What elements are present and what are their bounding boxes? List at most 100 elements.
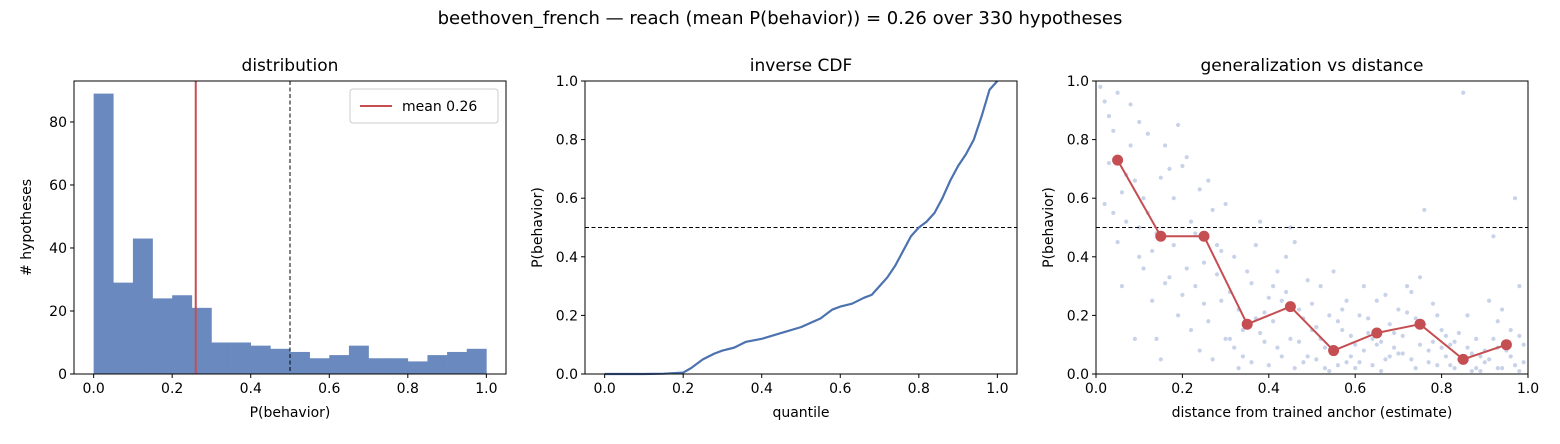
generalization-point	[1124, 219, 1129, 224]
distribution-xtick-label: 0.8	[397, 381, 419, 397]
generalization-point	[1521, 360, 1526, 365]
generalization-point	[1098, 84, 1103, 89]
generalization-point	[1512, 196, 1518, 201]
generalization-point	[1305, 278, 1310, 283]
generalization-point	[1188, 327, 1194, 333]
generalization-ytick-label: 0.4	[1067, 250, 1089, 266]
panel-generalization-vs-distance: 0.0 0.2 0.4 0.6 0.8 1.0 0.0 0.2 0.4 0.6 0.8 1.0 gene…	[1041, 56, 1539, 421]
generalization-point	[1435, 363, 1440, 368]
generalization-point	[1487, 357, 1492, 362]
distribution-title: distribution	[242, 56, 339, 76]
generalization-point	[1357, 360, 1362, 365]
generalization-title: generalization vs distance	[1200, 56, 1423, 76]
distribution-bar	[191, 307, 212, 374]
generalization-point	[1219, 298, 1224, 303]
generalization-point	[1102, 201, 1107, 207]
generalization-point	[1206, 319, 1211, 324]
generalization-point	[1374, 342, 1379, 347]
generalization-point	[1400, 333, 1405, 339]
distribution-axes-frame	[73, 80, 507, 375]
generalization-point	[1214, 242, 1220, 248]
generalization-point	[1283, 289, 1289, 295]
generalization-point	[1335, 363, 1341, 368]
distribution-xtick-label: 0.0	[83, 381, 105, 397]
generalization-point	[1417, 342, 1423, 347]
generalization-point	[1175, 122, 1181, 128]
generalization-point	[1340, 327, 1345, 333]
distribution-bar	[388, 358, 409, 374]
generalization-point	[1271, 284, 1276, 289]
generalization-point	[1275, 345, 1280, 350]
generalization-point	[1374, 298, 1379, 303]
generalization-point	[1396, 351, 1401, 356]
panel-inverse-cdf: 0.0 0.2 0.4 0.6 0.8 1.0 0.0 0.2 0.4 0.6 0.8 1.0 inve…	[530, 56, 1018, 421]
generalization-point	[1487, 298, 1492, 303]
generalization-point	[1348, 333, 1353, 339]
generalization-point	[1508, 354, 1513, 359]
generalization-point	[1132, 178, 1137, 183]
distribution-legend-box	[349, 88, 499, 124]
generalization-point	[1517, 333, 1522, 339]
generalization-point	[1391, 345, 1397, 350]
generalization-point	[1150, 298, 1155, 303]
generalization-xtick-label: 0.4	[1258, 381, 1280, 397]
generalization-binned-marker	[1112, 154, 1124, 166]
distribution-bar	[270, 348, 291, 374]
generalization-point	[1106, 114, 1112, 119]
generalization-point	[1279, 298, 1284, 303]
generalization-point	[1232, 254, 1237, 259]
generalization-point	[1404, 284, 1410, 289]
generalization-point	[1322, 366, 1328, 371]
generalization-point	[1435, 313, 1440, 318]
generalization-xtick-label: 0.0	[1085, 381, 1107, 397]
distribution-xtick-label: 0.2	[161, 381, 183, 397]
inverse-cdf-xlabel: quantile	[772, 405, 829, 421]
generalization-point	[1258, 219, 1263, 224]
generalization-point	[1499, 307, 1505, 312]
generalization-point	[1331, 269, 1336, 274]
generalization-point	[1353, 366, 1358, 371]
generalization-point	[1512, 363, 1518, 368]
generalization-point	[1517, 284, 1522, 289]
generalization-point	[1258, 330, 1263, 336]
distribution-ytick-label: 80	[49, 115, 67, 131]
generalization-point	[1167, 166, 1172, 171]
generalization-point	[1508, 327, 1513, 333]
generalization-point	[1223, 336, 1228, 341]
generalization-points	[1098, 84, 1526, 374]
generalization-xtick-label: 0.2	[1171, 381, 1193, 397]
generalization-point	[1465, 345, 1470, 350]
generalization-point	[1249, 360, 1254, 365]
generalization-binned-marker	[1155, 230, 1167, 242]
generalization-point	[1409, 357, 1414, 362]
generalization-point	[1141, 196, 1146, 201]
generalization-point	[1210, 207, 1215, 213]
generalization-point	[1292, 366, 1297, 371]
distribution-bar	[231, 342, 252, 374]
generalization-point	[1271, 319, 1276, 324]
generalization-point	[1379, 368, 1384, 374]
generalization-point	[1128, 102, 1133, 107]
generalization-point	[1443, 333, 1449, 339]
generalization-point	[1119, 284, 1125, 289]
generalization-point	[1180, 292, 1185, 297]
generalization-point	[1201, 301, 1207, 306]
generalization-point	[1115, 240, 1120, 245]
generalization-point	[1448, 363, 1453, 368]
generalization-binned-line	[1116, 159, 1507, 361]
inverse-cdf-axes-frame	[584, 80, 1018, 375]
generalization-point	[1175, 313, 1181, 318]
generalization-point	[1383, 292, 1388, 297]
distribution-xtick-label: 1.0	[475, 381, 497, 397]
generalization-binned-marker	[1328, 345, 1340, 357]
generalization-point	[1448, 342, 1453, 347]
generalization-point	[1236, 366, 1241, 371]
generalization-point	[1461, 90, 1466, 95]
inverse-cdf-xtick-label: 0.8	[908, 381, 930, 397]
generalization-point	[1106, 160, 1112, 166]
generalization-point	[1180, 163, 1185, 169]
generalization-point	[1292, 240, 1297, 245]
distribution-bar	[368, 358, 389, 374]
generalization-point	[1115, 90, 1120, 95]
